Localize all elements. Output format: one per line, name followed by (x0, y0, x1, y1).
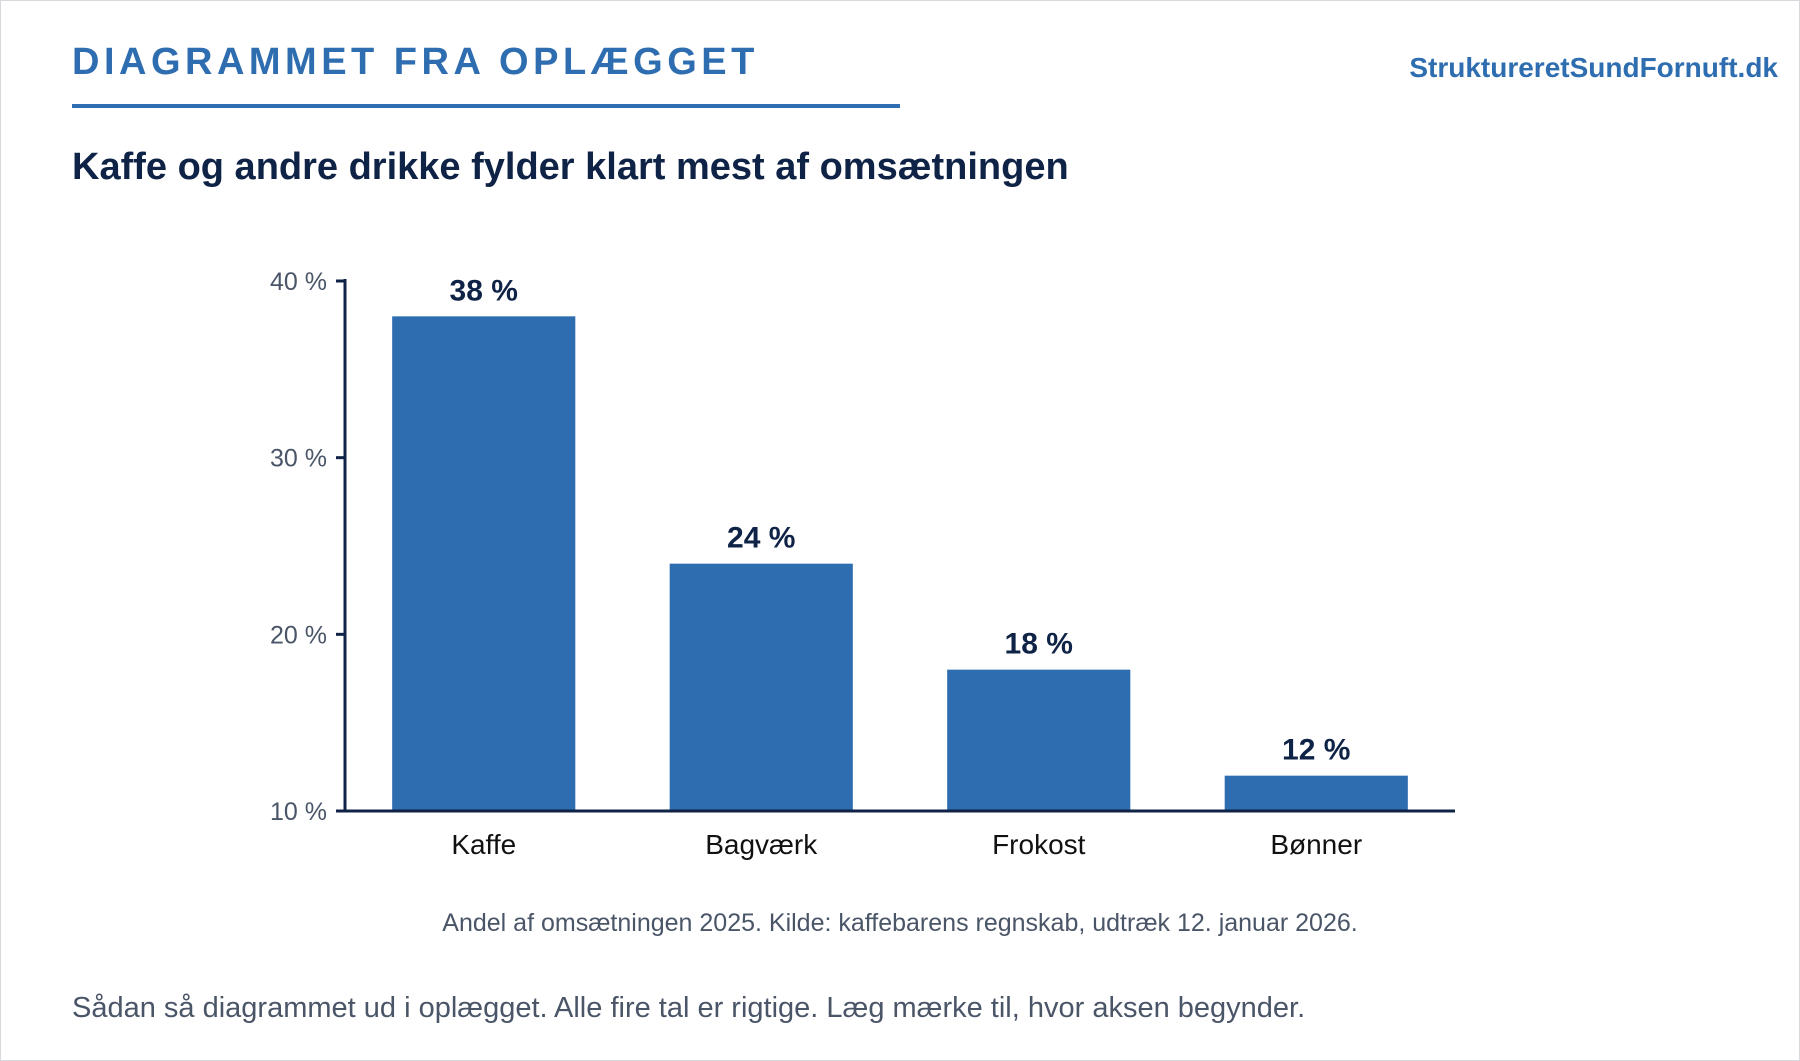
x-category-label: Frokost (992, 829, 1086, 860)
bar-value-label: 38 % (450, 274, 518, 307)
y-tick-label: 20 % (270, 621, 327, 649)
y-tick-label: 10 % (270, 798, 327, 826)
site-name: StruktureretSundFornuft.dk (1409, 52, 1778, 83)
x-category-label: Bønner (1270, 829, 1362, 860)
section-underline (72, 104, 900, 108)
y-tick-label: 30 % (270, 445, 327, 473)
chart-title: Kaffe og andre drikke fylder klart mest … (72, 146, 1069, 188)
x-category-label: Bagværk (705, 829, 818, 860)
bar-bagværk (669, 563, 853, 811)
x-axis-categories: Kaffe Bagværk Frokost Bønner (451, 829, 1362, 860)
bar-frokost (947, 669, 1131, 811)
chart-caption: Andel af omsætningen 2025. Kilde: kaffeb… (442, 909, 1358, 937)
bar-value-label: 24 % (727, 522, 795, 555)
section-label: DIAGRAMMET FRA OPLÆGGET (72, 41, 759, 83)
y-tick-label: 40 % (270, 268, 327, 296)
bar-bønner (1224, 775, 1408, 811)
x-category-label: Kaffe (451, 829, 516, 860)
bars (392, 316, 1408, 811)
y-axis-ticks: 10 % 20 % 30 % 40 % (270, 268, 345, 826)
bar-value-label: 12 % (1282, 734, 1350, 767)
slide-note: Sådan så diagrammet ud i oplægget. Alle … (72, 992, 1306, 1024)
bar-chart: 10 % 20 % 30 % 40 % 38 % 24 % 18 % 12 % Kaffe B… (270, 268, 1455, 860)
bar-kaffe (392, 316, 576, 811)
bar-value-label: 18 % (1005, 628, 1073, 661)
bar-value-labels: 38 % 24 % 18 % 12 % (450, 274, 1351, 766)
